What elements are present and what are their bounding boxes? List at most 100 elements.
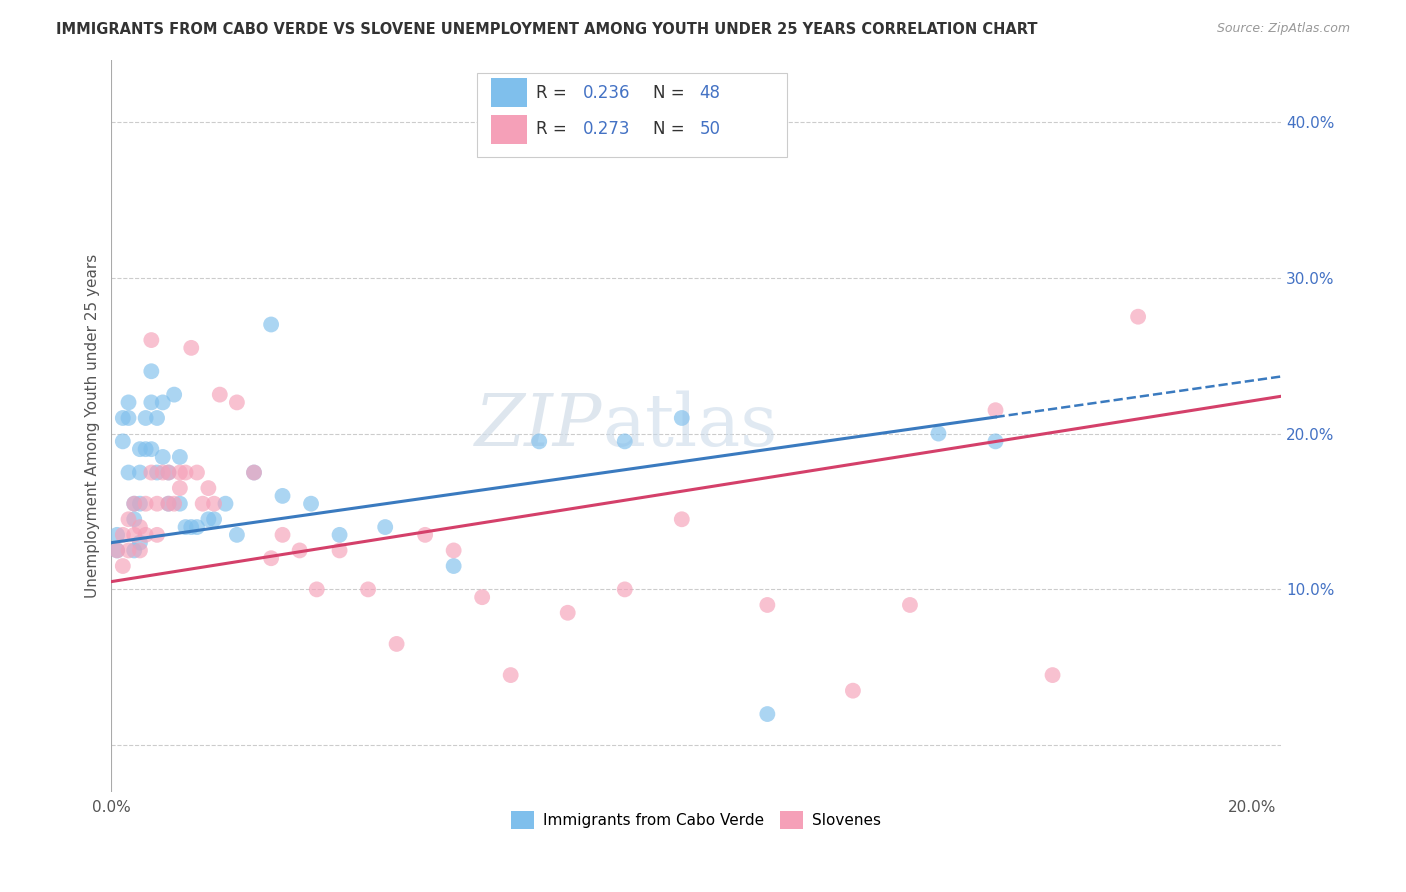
Point xyxy=(443,559,465,574)
Point xyxy=(117,395,139,409)
Point xyxy=(163,497,186,511)
Text: atlas: atlas xyxy=(603,391,778,461)
Point xyxy=(141,333,163,347)
Point xyxy=(135,411,157,425)
Point xyxy=(169,450,191,464)
Point xyxy=(117,466,139,480)
Point xyxy=(671,512,693,526)
Point xyxy=(191,497,214,511)
Point xyxy=(111,434,134,449)
Point xyxy=(169,481,191,495)
Point xyxy=(129,543,152,558)
Point xyxy=(169,466,191,480)
FancyBboxPatch shape xyxy=(492,78,526,107)
Point xyxy=(197,481,219,495)
Point xyxy=(157,466,180,480)
Point xyxy=(174,466,197,480)
FancyBboxPatch shape xyxy=(492,114,526,144)
Point xyxy=(842,683,865,698)
Point xyxy=(1126,310,1149,324)
Point xyxy=(443,543,465,558)
Point xyxy=(105,543,128,558)
Point xyxy=(111,559,134,574)
Point xyxy=(129,535,152,549)
Point xyxy=(129,442,152,457)
Point xyxy=(157,497,180,511)
Point xyxy=(756,707,779,722)
Point xyxy=(122,543,145,558)
Point xyxy=(163,387,186,401)
Text: IMMIGRANTS FROM CABO VERDE VS SLOVENE UNEMPLOYMENT AMONG YOUTH UNDER 25 YEARS CO: IMMIGRANTS FROM CABO VERDE VS SLOVENE UN… xyxy=(56,22,1038,37)
Point xyxy=(152,395,174,409)
Point xyxy=(135,442,157,457)
Point xyxy=(613,582,636,597)
Y-axis label: Unemployment Among Youth under 25 years: Unemployment Among Youth under 25 years xyxy=(86,253,100,598)
Point xyxy=(413,528,436,542)
Point xyxy=(225,395,247,409)
Text: 0.273: 0.273 xyxy=(582,120,630,138)
Point xyxy=(105,543,128,558)
Point xyxy=(499,668,522,682)
Text: R =: R = xyxy=(536,120,572,138)
FancyBboxPatch shape xyxy=(478,73,787,157)
Point xyxy=(117,411,139,425)
Point xyxy=(984,434,1007,449)
Point xyxy=(329,528,352,542)
Point xyxy=(671,411,693,425)
Point xyxy=(135,497,157,511)
Point xyxy=(208,387,231,401)
Point xyxy=(288,543,311,558)
Point xyxy=(135,528,157,542)
Point xyxy=(180,520,202,534)
Point xyxy=(984,403,1007,417)
Point xyxy=(122,512,145,526)
Point xyxy=(243,466,266,480)
Point xyxy=(122,528,145,542)
Point xyxy=(122,497,145,511)
Point xyxy=(146,466,169,480)
Point xyxy=(129,520,152,534)
Point xyxy=(141,364,163,378)
Point xyxy=(180,341,202,355)
Point xyxy=(105,528,128,542)
Point xyxy=(111,411,134,425)
Point xyxy=(299,497,322,511)
Point xyxy=(374,520,396,534)
Point xyxy=(117,543,139,558)
Point xyxy=(186,466,208,480)
Point xyxy=(214,497,236,511)
Point xyxy=(260,551,283,566)
Text: N =: N = xyxy=(652,84,690,102)
Point xyxy=(225,528,247,542)
Text: 48: 48 xyxy=(700,84,720,102)
Point xyxy=(305,582,328,597)
Point xyxy=(152,466,174,480)
Point xyxy=(146,411,169,425)
Point xyxy=(471,590,494,604)
Point xyxy=(329,543,352,558)
Point xyxy=(202,497,225,511)
Point xyxy=(111,528,134,542)
Point xyxy=(927,426,949,441)
Point xyxy=(141,395,163,409)
Text: R =: R = xyxy=(536,84,572,102)
Point xyxy=(260,318,283,332)
Point xyxy=(529,434,551,449)
Point xyxy=(202,512,225,526)
Point xyxy=(243,466,266,480)
Point xyxy=(157,466,180,480)
Point xyxy=(1042,668,1064,682)
Point xyxy=(157,497,180,511)
Text: 50: 50 xyxy=(700,120,720,138)
Text: N =: N = xyxy=(652,120,690,138)
Point xyxy=(141,442,163,457)
Point xyxy=(357,582,380,597)
Point xyxy=(898,598,921,612)
Point xyxy=(613,434,636,449)
Point xyxy=(122,497,145,511)
Point xyxy=(152,450,174,464)
Point xyxy=(186,520,208,534)
Text: 0.236: 0.236 xyxy=(582,84,630,102)
Point xyxy=(385,637,408,651)
Point xyxy=(146,528,169,542)
